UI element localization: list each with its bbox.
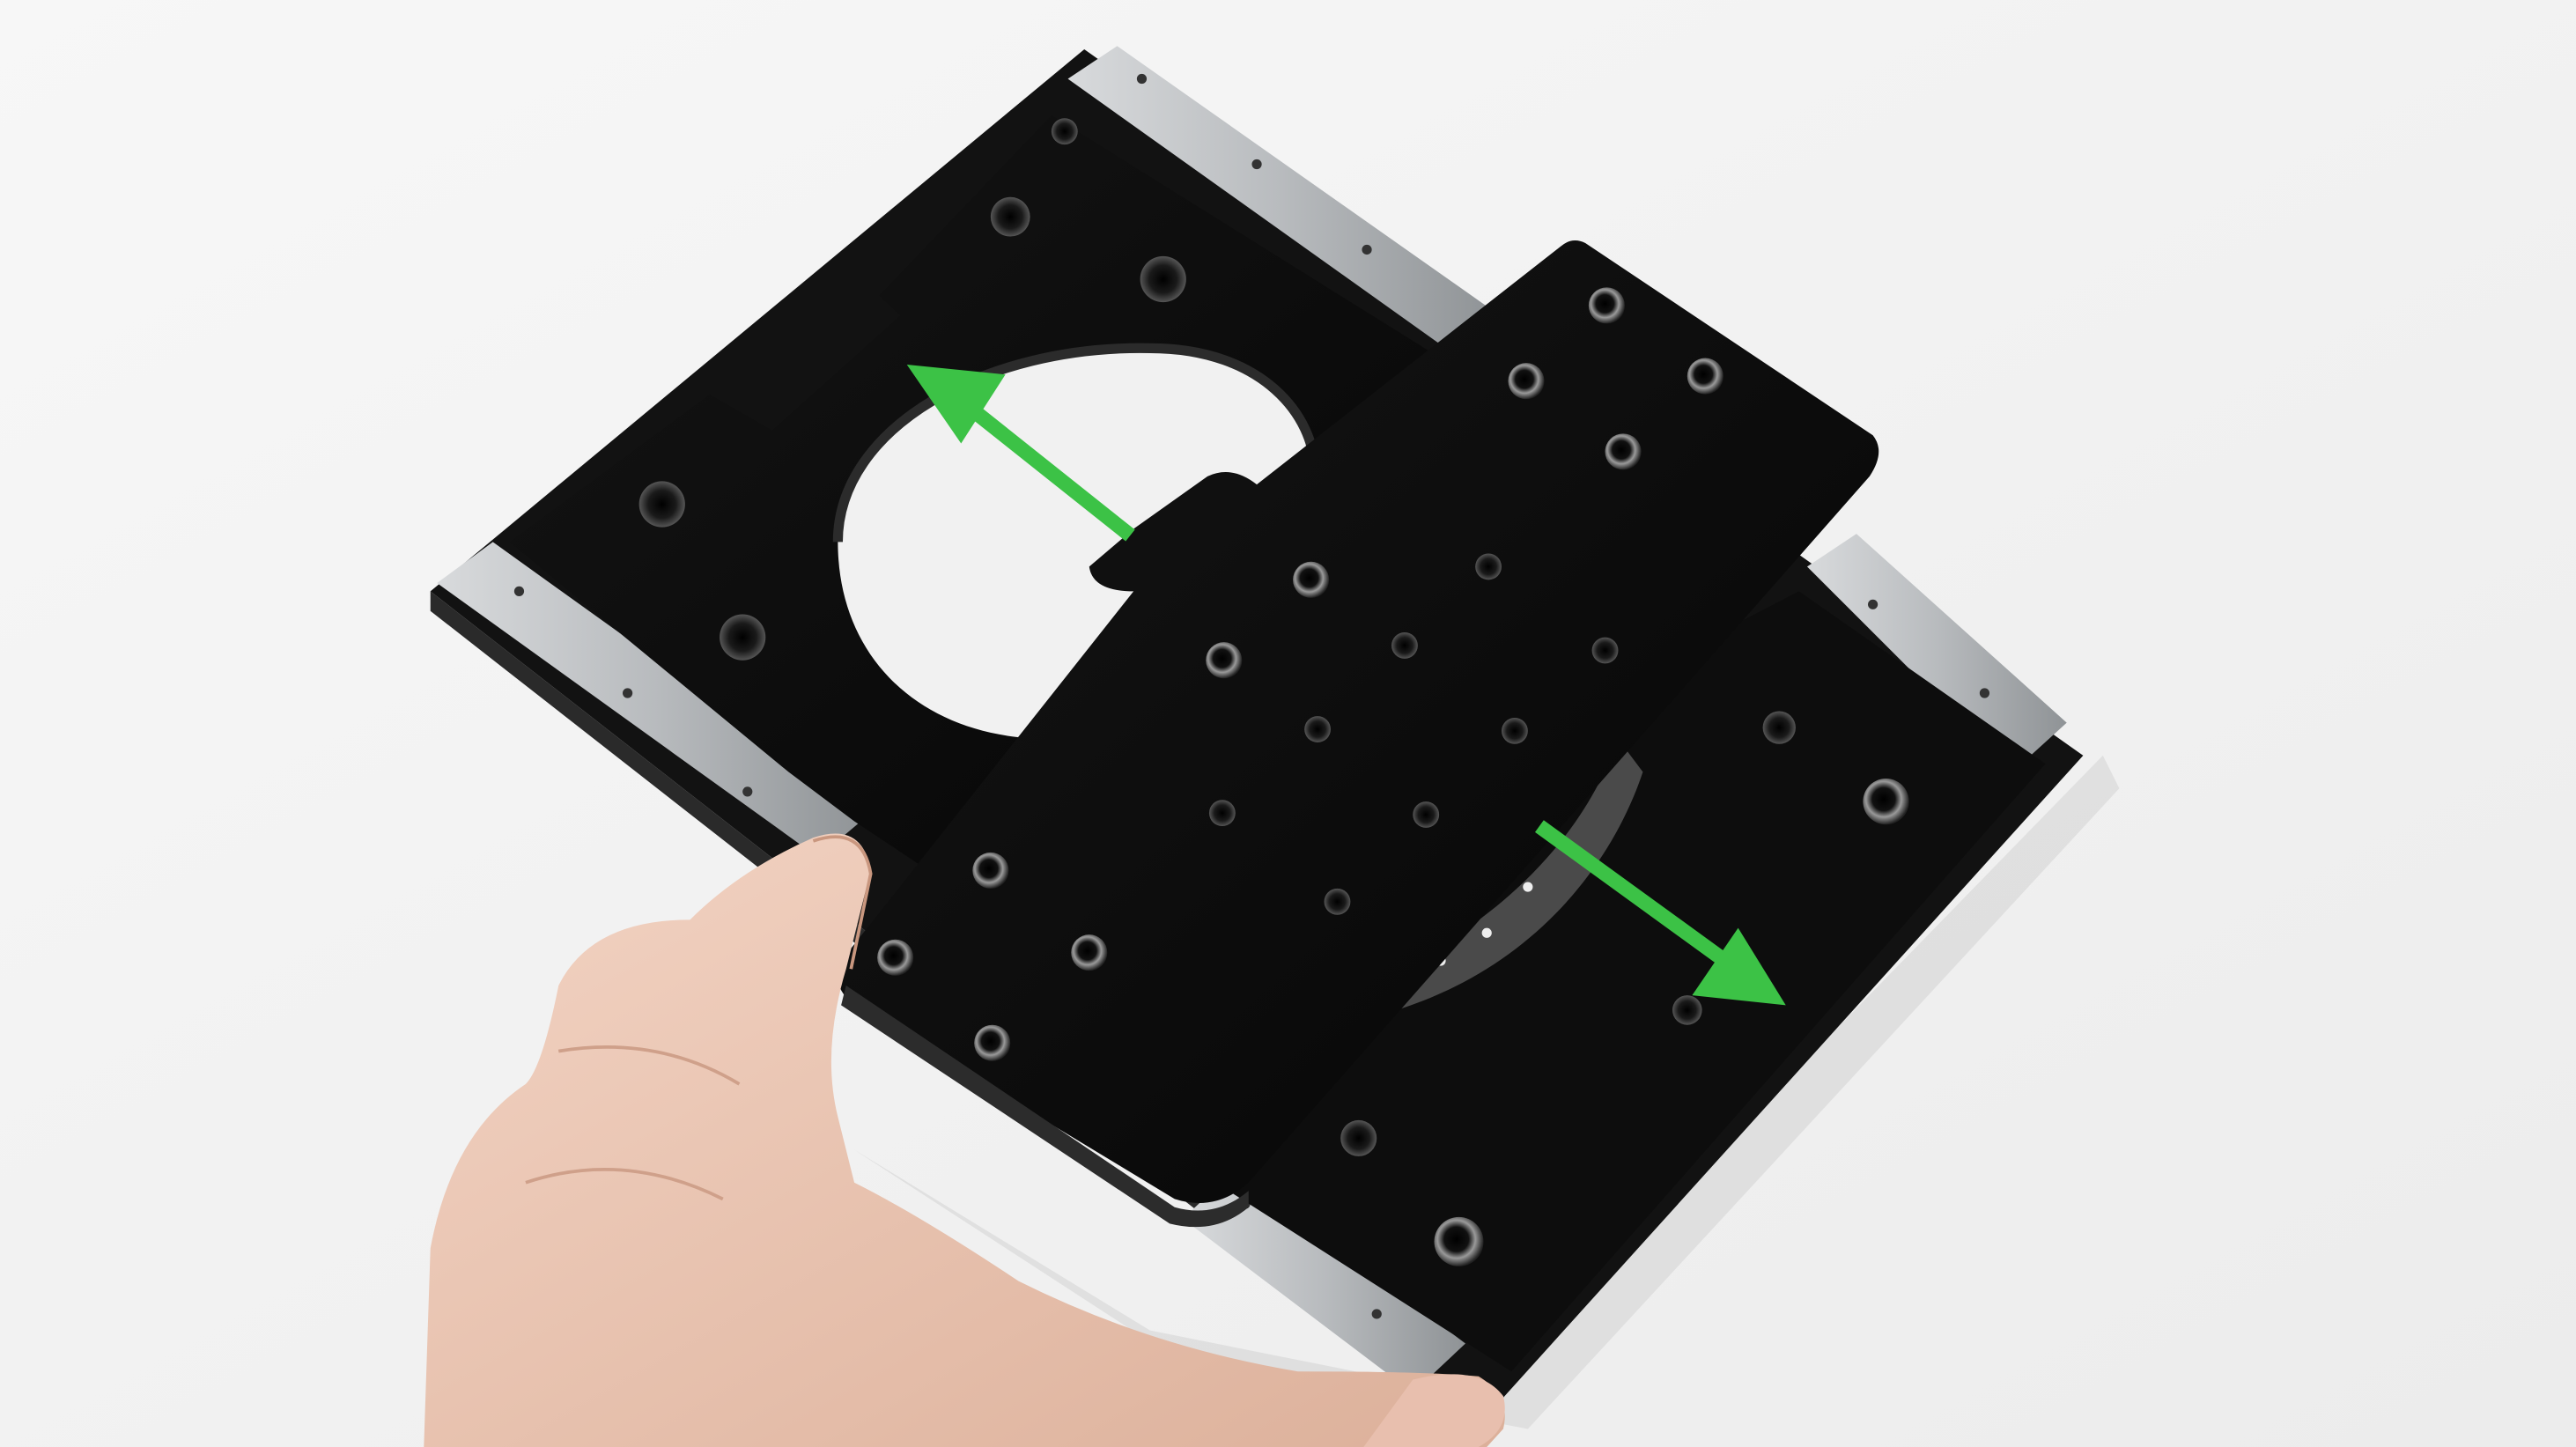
rail-right xyxy=(1806,534,2067,772)
plate-cutout xyxy=(838,348,1315,740)
carriage-plate xyxy=(837,240,1879,1228)
rail-top xyxy=(1067,46,1495,349)
double-headed-arrow-icon xyxy=(906,365,1786,1006)
hand xyxy=(424,833,1505,1447)
carriage-mounting-holes xyxy=(877,287,1723,1061)
middle-plate xyxy=(509,114,1487,920)
rail-left xyxy=(437,542,871,858)
thumb xyxy=(1363,1374,1505,1447)
